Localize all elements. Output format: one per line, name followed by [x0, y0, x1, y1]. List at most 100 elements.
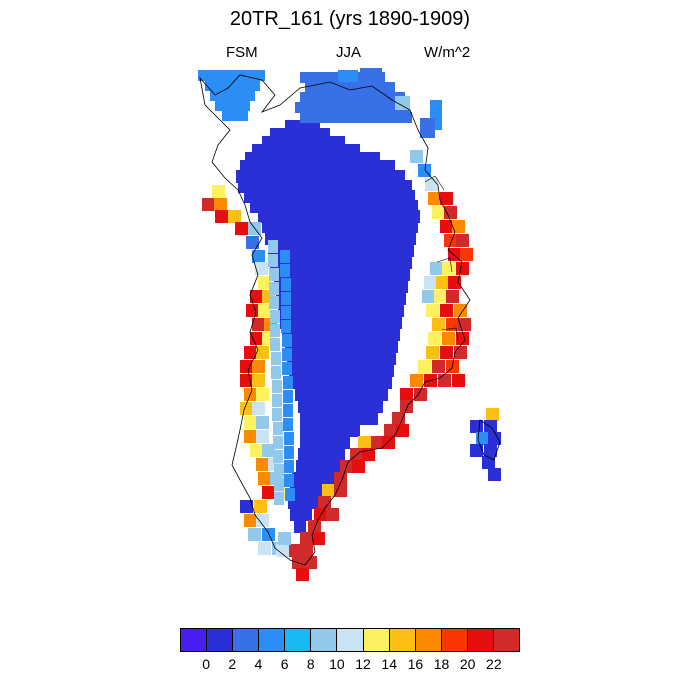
map-cell: [440, 192, 453, 205]
map-cell: [270, 310, 280, 323]
map-cell: [289, 364, 394, 377]
map-cell: [281, 278, 291, 291]
colorbar-swatch: [441, 629, 468, 651]
map-cell: [271, 352, 281, 365]
map-cell: [318, 496, 331, 509]
map-cell: [252, 360, 265, 373]
map-cell: [228, 210, 241, 223]
map-cell: [287, 352, 396, 365]
map-cell: [252, 250, 265, 263]
map-cell: [276, 292, 406, 305]
map-cell: [446, 290, 459, 303]
map-cell: [395, 96, 410, 110]
map-cell: [282, 328, 400, 341]
map-cell: [262, 220, 418, 233]
map-cell: [262, 528, 275, 541]
map-cell: [440, 220, 453, 233]
map-cell: [470, 420, 483, 433]
map-cell: [276, 544, 289, 557]
map-cell: [470, 444, 483, 457]
map-cell: [222, 110, 248, 121]
map-cell: [280, 316, 402, 329]
map-cell: [244, 514, 257, 527]
map-cell: [215, 210, 228, 223]
colorbar-swatch: [363, 629, 390, 651]
map-cell: [240, 160, 395, 173]
map-cell: [246, 304, 259, 317]
colorbar-tick-label: 2: [228, 656, 237, 672]
map-cell: [215, 100, 250, 111]
map-cell: [268, 254, 278, 267]
greenland-map: [198, 68, 501, 581]
map-cell: [454, 304, 467, 317]
map-cell: [283, 418, 293, 431]
map-cell: [430, 262, 443, 275]
colorbar-swatch: [259, 629, 286, 651]
map-cell: [282, 362, 292, 375]
map-cell: [308, 520, 321, 533]
variable-label: FSM: [226, 44, 258, 61]
colorbar-tick-label: 18: [433, 656, 450, 672]
map-cell: [298, 448, 345, 461]
map-cell: [410, 150, 423, 163]
map-cell: [284, 474, 294, 487]
colorbar-tick-label: 6: [280, 656, 289, 672]
colorbar-tick-label: 22: [486, 656, 502, 672]
map-cell: [326, 508, 339, 521]
map-cell: [484, 420, 497, 433]
map-cell: [296, 568, 309, 581]
map-cell: [256, 388, 269, 401]
map-cell: [282, 334, 292, 347]
colorbar-tick-label: 4: [254, 656, 263, 672]
map-cell: [444, 234, 457, 247]
map-cell: [370, 436, 383, 449]
map-cells: [198, 68, 501, 581]
map-cell: [300, 532, 313, 545]
map-cell: [460, 248, 473, 261]
map-cell: [305, 82, 395, 93]
map-cell: [360, 68, 382, 80]
map-cell: [426, 346, 439, 359]
map-cell: [254, 500, 267, 513]
map-cell: [300, 544, 313, 557]
map-cell: [269, 268, 279, 281]
map-cell: [295, 388, 388, 401]
colorbar-swatch: [415, 629, 442, 651]
map-cell: [410, 374, 423, 387]
map-cell: [292, 472, 335, 485]
colorbar-tick-label: 16: [407, 656, 424, 672]
colorbar-swatch: [467, 629, 494, 651]
map-cell: [422, 290, 435, 303]
colorbar-swatch: [389, 629, 416, 651]
map-cell: [272, 394, 282, 407]
map-cell: [205, 80, 260, 91]
season-label: JJA: [336, 44, 362, 61]
map-cell: [262, 486, 275, 499]
map-cell: [280, 264, 290, 277]
map-cell: [284, 460, 294, 473]
map-cell: [298, 400, 383, 413]
coastline-fjord: [424, 175, 459, 341]
map-cell: [272, 380, 282, 393]
map-cell: [283, 390, 293, 403]
map-cell: [424, 276, 437, 289]
map-cell: [448, 248, 461, 261]
map-cell: [268, 244, 414, 257]
map-cell: [278, 304, 404, 317]
map-cell: [274, 478, 284, 491]
map-cell: [414, 388, 427, 401]
map-cell: [258, 542, 271, 555]
map-cell: [426, 304, 439, 317]
colorbar-swatch: [233, 629, 260, 651]
map-cell: [352, 460, 365, 473]
map-cell: [248, 528, 261, 541]
map-cell: [338, 70, 358, 82]
map-cell: [210, 90, 255, 101]
map-cell: [452, 220, 465, 233]
map-cell: [488, 432, 501, 445]
map-cell: [444, 206, 457, 219]
map-cell: [269, 282, 279, 295]
map-cell: [476, 432, 489, 445]
map-cell: [274, 464, 284, 477]
map-cell: [442, 332, 455, 345]
